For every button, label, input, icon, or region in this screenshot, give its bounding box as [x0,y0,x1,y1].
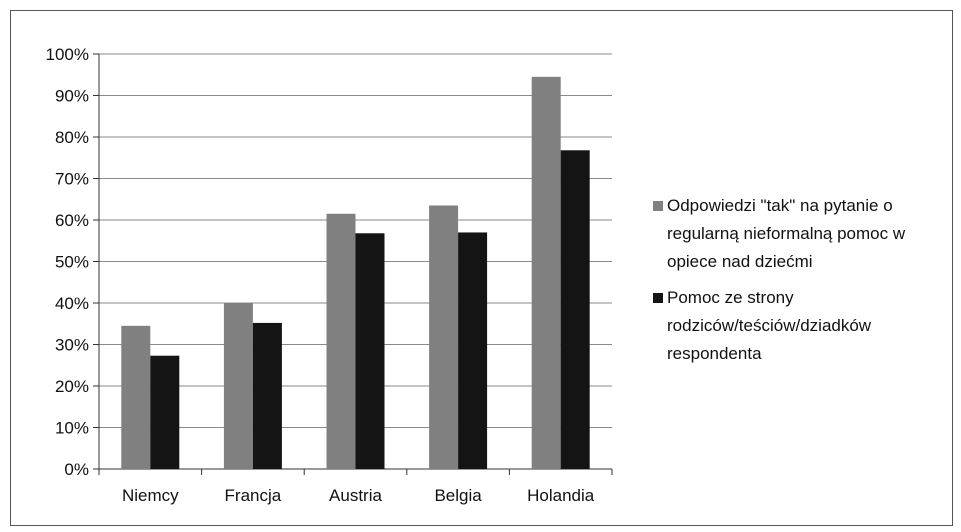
bar-1-belgia [429,205,459,469]
y-tick-label: 80% [55,128,89,147]
y-tick-label: 60% [55,211,89,230]
y-tick-label: 40% [55,294,89,313]
x-tick-label: Francja [225,486,282,505]
bar-2-belgia [458,232,488,469]
legend-swatch-series-2 [653,293,663,303]
y-tick-label: 70% [55,170,89,189]
legend-label-series-2: Pomoc ze strony rodziców/teściów/dziadkó… [667,288,872,363]
bar-1-holandia [531,76,561,469]
bar-2-francja [252,322,282,469]
x-tick-label: Austria [329,486,382,505]
legend-swatch-series-1 [653,201,663,211]
bar-2-niemcy [150,355,180,469]
legend: Odpowiedzi "tak" na pytanie o regularną … [651,192,951,376]
legend-item-series-2: Pomoc ze strony rodziców/teściów/dziadkó… [651,284,951,368]
bar-1-francja [223,303,253,469]
bar-2-austria [355,233,385,469]
y-tick-label: 90% [55,87,89,106]
y-tick-label: 100% [46,45,89,64]
bar-chart: 0% 10% 20% 30% 40% 50% 60% 70% 80% 90% 100% Niemcy F… [46,45,613,505]
x-tick-label: Holandia [527,486,595,505]
x-tick-label: Belgia [434,486,482,505]
legend-label-series-1: Odpowiedzi "tak" na pytanie o regularną … [667,196,906,271]
y-tick-label: 10% [55,419,89,438]
bar-2-holandia [560,150,590,469]
y-tick-label: 0% [64,460,89,479]
chart-frame: 0% 10% 20% 30% 40% 50% 60% 70% 80% 90% 100% Niemcy F… [10,10,953,526]
bar-1-niemcy [121,325,151,469]
y-tick-label: 50% [55,253,89,272]
y-tick-label: 30% [55,336,89,355]
bar-1-austria [326,213,356,469]
x-tick-label: Niemcy [122,486,179,505]
y-tick-label: 20% [55,377,89,396]
legend-item-series-1: Odpowiedzi "tak" na pytanie o regularną … [651,192,951,276]
